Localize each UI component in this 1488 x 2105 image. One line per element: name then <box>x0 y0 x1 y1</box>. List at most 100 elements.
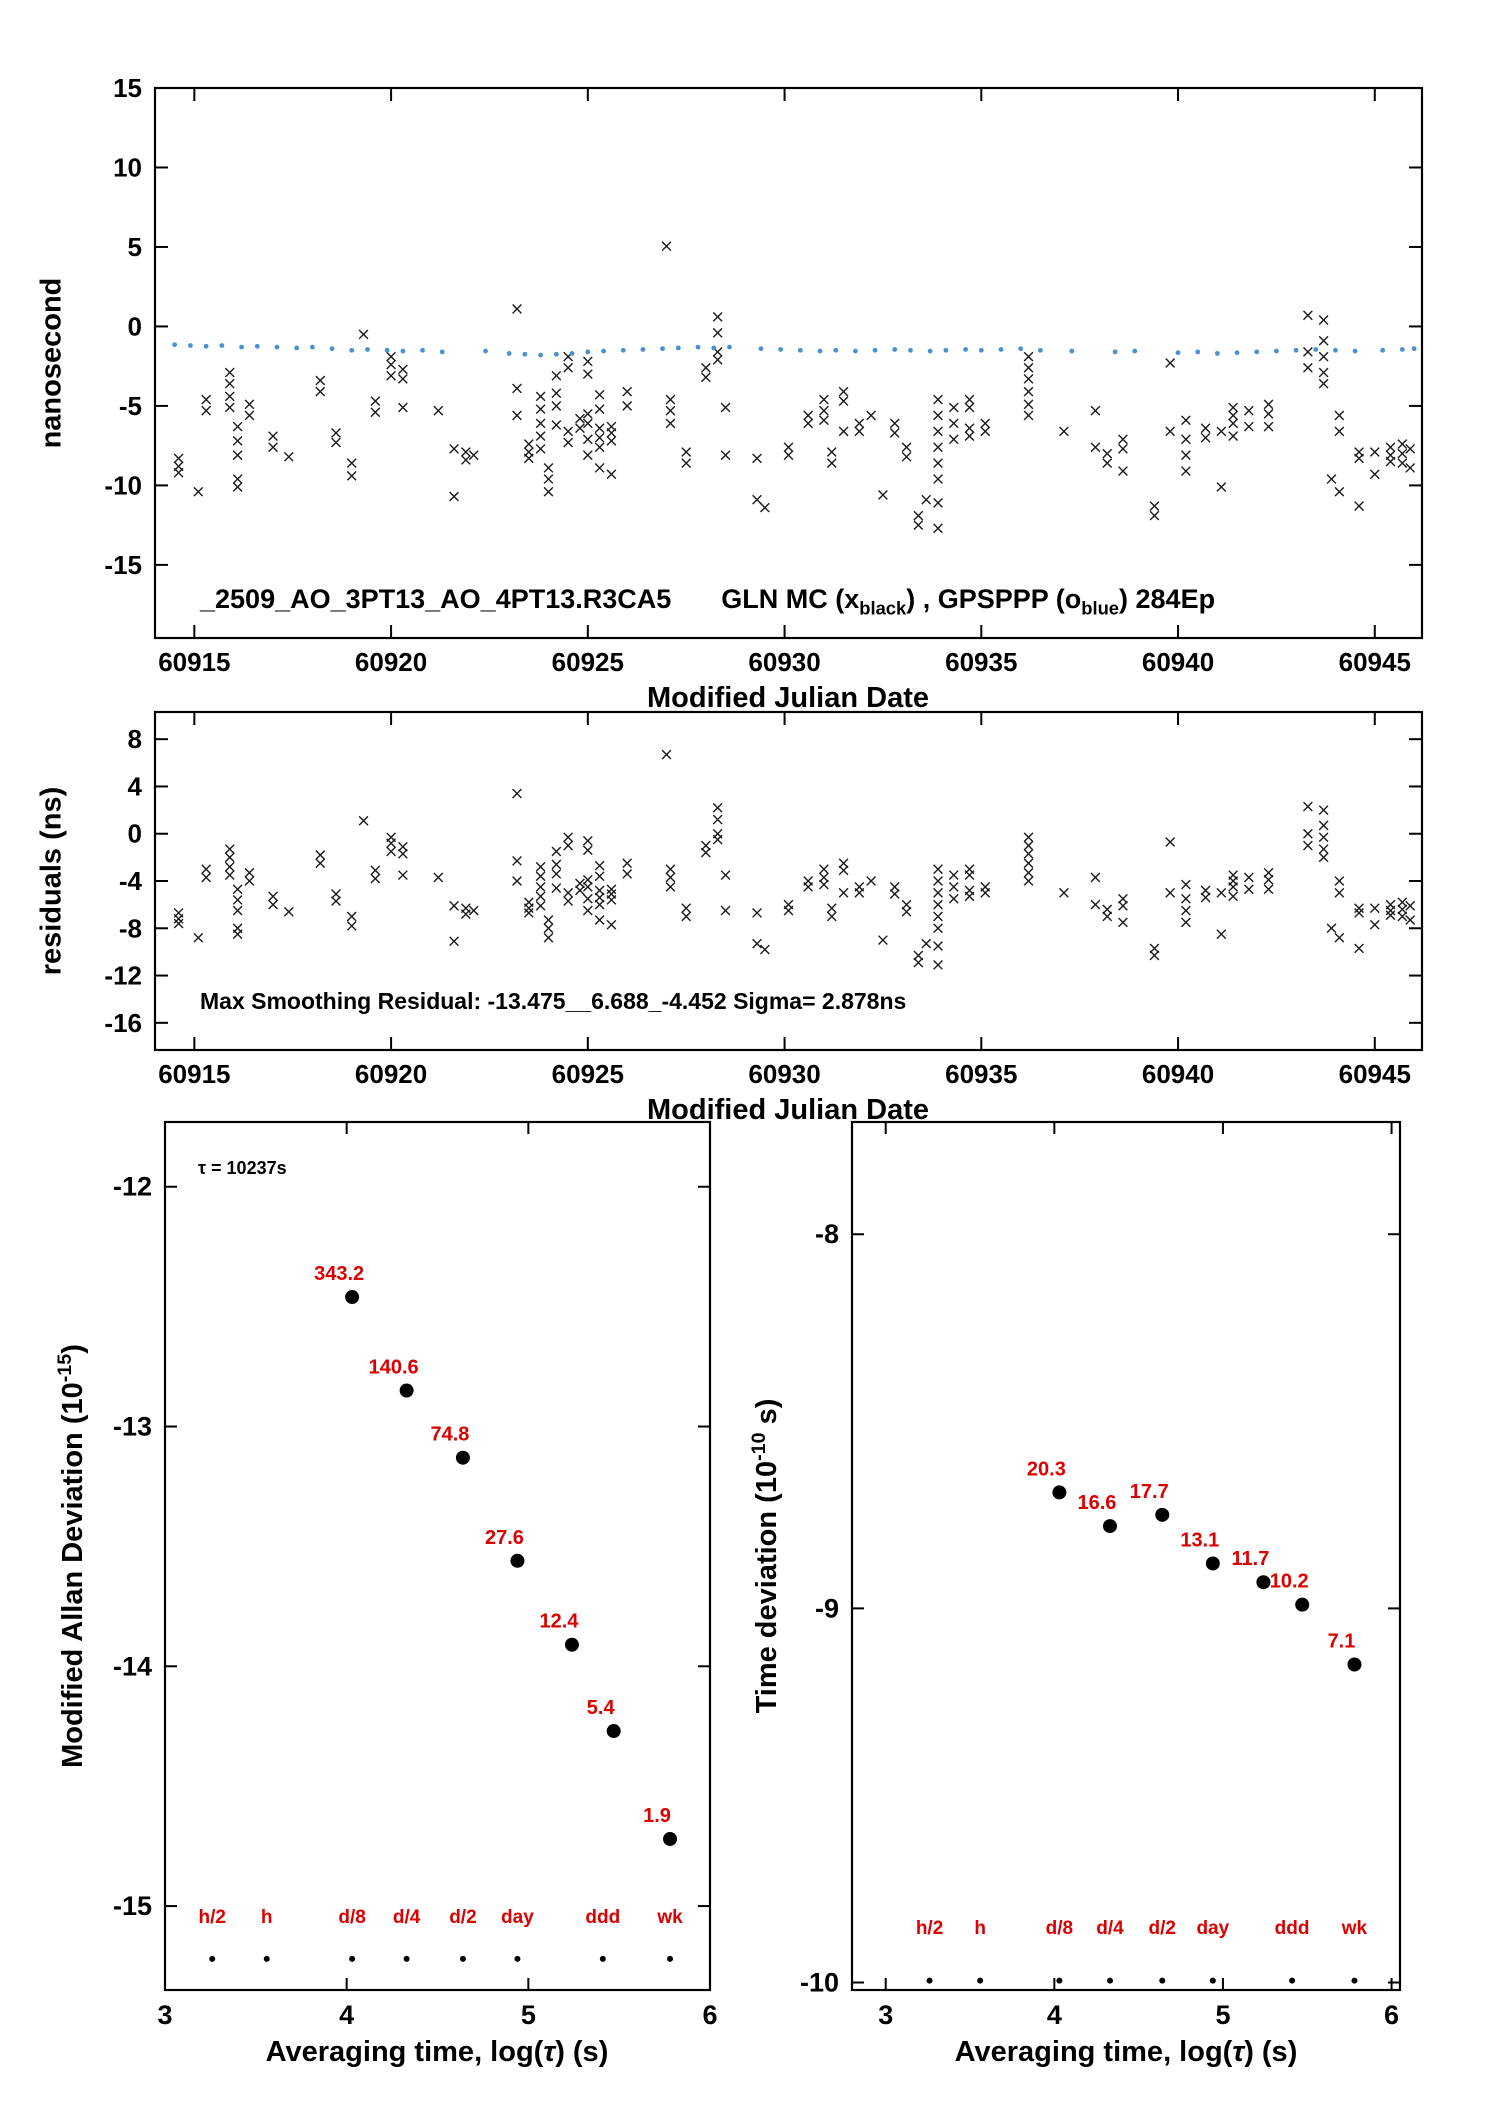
scatter-x-marker <box>964 394 975 405</box>
scatter-x-marker <box>665 872 676 883</box>
scatter-x-marker <box>866 876 877 886</box>
scatter-x-marker <box>331 428 341 438</box>
scatter-dot-marker <box>711 345 717 351</box>
scatter-x-marker <box>582 882 593 892</box>
scatter-x-marker <box>913 520 924 531</box>
scatter-dot-marker <box>1352 348 1358 354</box>
interval-label: h <box>974 1918 986 1939</box>
scatter-x-marker <box>535 871 546 882</box>
x-tick-label: 60935 <box>945 1059 1017 1089</box>
scatter-x-marker <box>535 431 546 442</box>
scatter-x-marker <box>1302 310 1313 321</box>
scatter-x-marker <box>665 405 676 416</box>
y-tick-label: -10 <box>104 470 142 500</box>
x-tick-label: 4 <box>1047 2000 1062 2030</box>
y-tick-label: -13 <box>113 1412 152 1442</box>
scatter-x-marker <box>1318 852 1329 863</box>
interval-label: d/4 <box>1096 1918 1124 1939</box>
scatter-dot-marker <box>978 347 984 353</box>
scatter-x-marker <box>606 895 617 905</box>
scatter-x-marker <box>449 900 459 911</box>
scatter-x-marker <box>606 469 617 480</box>
scatter-x-marker <box>224 378 235 389</box>
scatter-dot-marker <box>1254 349 1260 355</box>
interval-dot <box>1056 1977 1063 1984</box>
scatter-x-marker <box>563 437 574 448</box>
scatter-x-marker <box>460 909 471 919</box>
mdev-x-axis-label: Averaging time, log(τ) (s) <box>266 2036 609 2069</box>
scatter-x-marker <box>933 394 943 405</box>
scatter-dot-marker <box>239 344 244 350</box>
interval-label: wk <box>656 1907 683 1928</box>
scatter-x-marker <box>244 867 255 878</box>
scatter-x-marker <box>224 870 235 880</box>
scatter-x-marker <box>606 919 617 930</box>
scatter-x-marker <box>244 399 255 410</box>
scatter-x-marker <box>370 865 381 876</box>
scatter-x-marker <box>759 944 770 955</box>
scatter-x-marker <box>1354 501 1364 511</box>
interval-dot <box>263 1955 270 1962</box>
scatter-x-marker <box>901 906 912 917</box>
scatter-x-marker <box>980 887 991 898</box>
scatter-dot-marker <box>695 344 701 350</box>
scatter-x-marker <box>224 861 235 872</box>
scatter-x-marker <box>712 834 723 845</box>
scatter-x-marker <box>948 870 959 880</box>
scatter-x-marker <box>173 467 184 478</box>
scatter-x-marker <box>826 458 837 469</box>
scatter-x-marker <box>665 394 676 405</box>
scatter-x-marker <box>386 359 396 370</box>
scatter-x-marker <box>1397 911 1408 922</box>
scatter-x-marker <box>854 418 865 429</box>
scatter-x-marker <box>1023 876 1034 886</box>
scatter-x-marker <box>838 865 849 876</box>
dev-point <box>455 1450 470 1465</box>
scatter-dot-marker <box>506 351 512 356</box>
scatter-x-marker <box>1023 410 1034 421</box>
dev-point-label: 140.6 <box>369 1357 419 1379</box>
scatter-x-marker <box>933 426 943 437</box>
scatter-x-marker <box>397 364 408 375</box>
dev-point-label: 13.1 <box>1180 1529 1219 1551</box>
scatter-x-marker <box>563 362 574 373</box>
scatter-x-marker <box>563 832 574 843</box>
scatter-x-marker <box>1263 399 1274 410</box>
dev-point <box>399 1383 414 1398</box>
scatter-x-marker <box>1023 848 1034 859</box>
scatter-x-marker <box>826 911 837 922</box>
middle-y-axis-label: residuals (ns) <box>35 786 68 976</box>
x-tick-label: 60940 <box>1142 1059 1214 1089</box>
scatter-dot-marker <box>1234 350 1240 356</box>
scatter-x-marker <box>543 486 554 497</box>
scatter-x-marker <box>397 374 408 384</box>
dev-point-label: 1.9 <box>643 1805 671 1827</box>
scatter-dot-marker <box>585 349 591 355</box>
scatter-dot-marker <box>727 344 732 350</box>
scatter-x-marker <box>523 903 534 914</box>
tdev-xlabel-pre: Averaging time, log( <box>954 2036 1233 2068</box>
scatter-x-marker <box>1200 892 1211 903</box>
scatter-x-marker <box>1023 840 1034 851</box>
legend-sub-black: black <box>859 597 907 619</box>
scatter-dot-marker <box>892 347 898 352</box>
scatter-x-marker <box>224 852 235 863</box>
tau-value-annotation: τ = 10237s <box>198 1158 287 1178</box>
scatter-dot-marker <box>538 352 544 358</box>
x-tick-label: 60915 <box>158 647 230 677</box>
legend-sub-blue: blue <box>1081 597 1120 619</box>
scatter-x-marker <box>535 900 546 911</box>
scatter-x-marker <box>1334 486 1345 497</box>
scatter-x-marker <box>948 893 959 904</box>
y-tick-label: 8 <box>128 724 142 754</box>
y-tick-label: -14 <box>113 1651 152 1681</box>
scatter-x-marker <box>1334 410 1345 421</box>
scatter-x-marker <box>1228 431 1239 442</box>
scatter-x-marker <box>523 453 534 464</box>
scatter-x-marker <box>397 402 408 413</box>
scatter-x-marker <box>1354 453 1364 464</box>
scatter-dot-marker <box>553 351 559 357</box>
max-smoothing-residual-annotation: Max Smoothing Residual: -13.475__6.688_-… <box>200 988 907 1014</box>
scatter-x-marker <box>201 864 212 875</box>
scatter-x-marker <box>512 876 522 886</box>
